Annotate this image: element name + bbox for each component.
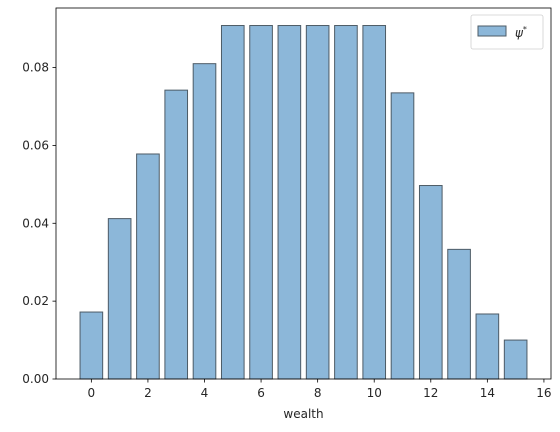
legend-label-sup: * [523,25,527,34]
legend-box [470,14,544,50]
x-tick-label: 2 [144,386,152,400]
bar-5 [220,25,245,380]
x-tick-label: 0 [88,386,96,400]
x-tick-label: 8 [314,386,322,400]
bar-2 [136,153,160,380]
bar-14 [475,313,500,380]
bar-7 [277,25,302,380]
bar-6 [249,25,273,380]
y-tick-label: 0.02 [22,294,49,308]
legend-label-base: ψ [515,26,524,40]
y-axis-ticks: 0.00 0.02 0.04 0.06 0.08 [22,61,56,386]
y-tick-label: 0.00 [22,372,49,386]
y-tick-label: 0.04 [22,216,49,230]
x-tick-label: 16 [536,386,551,400]
bar-10 [362,25,387,380]
bar-13 [447,248,471,380]
bar-0 [79,311,104,380]
plot-frame [55,7,552,380]
bar-1 [107,218,132,380]
bar-11 [390,92,415,380]
legend-swatch [477,25,507,37]
bar-15 [503,339,528,380]
bar-9 [334,25,358,380]
bar-12 [418,185,443,380]
x-tick-label: 14 [480,386,495,400]
legend: ψ* [470,14,544,50]
bar-8 [305,25,330,380]
legend-label: ψ* [515,25,527,40]
x-tick-label: 6 [257,386,265,400]
x-tick-label: 12 [423,386,438,400]
x-tick-label: 10 [367,386,382,400]
x-tick-label: 4 [201,386,209,400]
x-axis-ticks: 0 2 4 6 8 10 12 14 16 [88,379,552,400]
bar-4 [192,63,217,380]
bars-group [79,25,528,380]
y-tick-label: 0.06 [22,138,49,152]
y-tick-label: 0.08 [22,61,49,75]
bar-3 [164,89,189,380]
x-axis-label: wealth [283,407,323,421]
